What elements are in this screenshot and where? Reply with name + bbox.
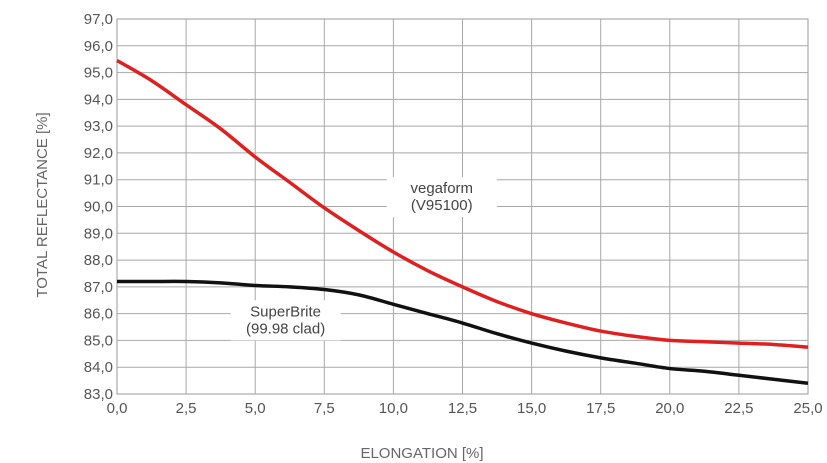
- annotation-superbrite: (99.98 clad): [246, 320, 325, 337]
- annotation-background: [386, 177, 497, 218]
- y-tick-label: 88,0: [84, 252, 113, 269]
- y-tick-label: 95,0: [84, 65, 113, 82]
- x-tick-label: 22,5: [724, 400, 753, 417]
- y-tick-label: 89,0: [84, 225, 113, 242]
- y-tick-labels: 83,0 84,0 85,0 86,0 87,0 88,0 89,0 90,0 91,0 92,0…: [84, 11, 113, 403]
- y-tick-label: 93,0: [84, 118, 113, 135]
- x-tick-label: 0,0: [107, 400, 128, 417]
- y-tick-label: 87,0: [84, 279, 113, 296]
- y-tick-label: 84,0: [84, 359, 113, 376]
- x-tick-labels: 0,0 2,5 5,0 7,5 10,0 12,5 15,0 17,5 20,0 22,5 25,0: [107, 400, 823, 417]
- x-tick-label: 15,0: [517, 400, 546, 417]
- y-tick-label: 96,0: [84, 38, 113, 55]
- x-tick-label: 17,5: [586, 400, 615, 417]
- x-tick-label: 5,0: [245, 400, 266, 417]
- annotation-background: [230, 300, 341, 341]
- x-tick-label: 7,5: [314, 400, 335, 417]
- x-tick-label: 25,0: [793, 400, 822, 417]
- annotations: vegaform(V95100) SuperBrite(99.98 clad): [230, 177, 497, 341]
- series-line-superbrite: [116, 279, 809, 386]
- x-tick-label: 12,5: [448, 400, 477, 417]
- y-tick-label: 83,0: [84, 386, 113, 403]
- annotation-vegaform: vegaform: [411, 180, 474, 197]
- y-tick-label: 91,0: [84, 172, 113, 189]
- y-tick-label: 97,0: [84, 11, 113, 28]
- series-line-vegaform: [116, 59, 809, 349]
- x-tick-label: 20,0: [655, 400, 684, 417]
- y-tick-label: 94,0: [84, 91, 113, 108]
- y-tick-label: 85,0: [84, 332, 113, 349]
- x-tick-label: 2,5: [176, 400, 197, 417]
- annotation-vegaform: (V95100): [411, 197, 473, 214]
- series-lines: [116, 59, 809, 386]
- x-tick-label: 10,0: [379, 400, 408, 417]
- y-axis-title: TOTAL REFLECTANCE [%]: [34, 112, 51, 297]
- annotation-superbrite: SuperBrite: [250, 303, 321, 320]
- y-tick-label: 92,0: [84, 145, 113, 162]
- y-tick-label: 86,0: [84, 306, 113, 323]
- y-tick-label: 90,0: [84, 199, 113, 216]
- x-axis-title: ELONGATION [%]: [360, 445, 483, 462]
